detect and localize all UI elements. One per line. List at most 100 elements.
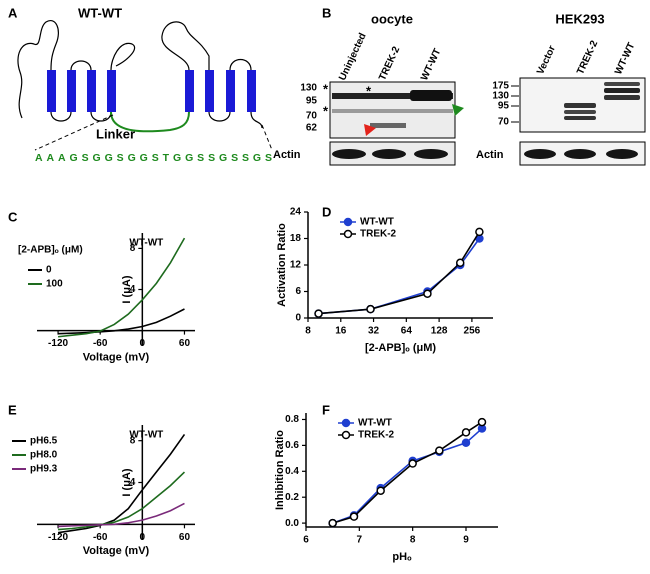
marker-label: 62 xyxy=(306,123,318,134)
legend-marker xyxy=(341,430,351,440)
band xyxy=(332,149,366,159)
x-tick-label: 8 xyxy=(305,326,311,337)
series-line xyxy=(58,502,185,528)
band xyxy=(414,149,448,159)
y-tick-label: 24 xyxy=(290,207,302,218)
marker-label: 95 xyxy=(306,96,318,107)
band xyxy=(332,93,453,99)
y-axis-label: Inhibition Ratio xyxy=(274,430,286,510)
panel-letter: D xyxy=(322,204,331,219)
legend-marker xyxy=(341,418,351,428)
lane-label: WT-WT xyxy=(613,41,637,76)
y-axis-label: I (μA) xyxy=(121,275,133,303)
data-point xyxy=(366,304,375,314)
legend-label: pH9.3 xyxy=(30,464,58,475)
x-tick-label: 0 xyxy=(140,532,146,543)
helix xyxy=(205,70,214,112)
asterisk: * xyxy=(323,103,329,118)
x-tick-label: 128 xyxy=(431,326,448,337)
x-tick-label: -60 xyxy=(93,338,108,349)
marker-label: 130 xyxy=(492,91,509,102)
panel-letter: F xyxy=(322,402,330,417)
data-point xyxy=(314,309,323,318)
x-tick-label: 8 xyxy=(410,535,416,546)
data-point xyxy=(475,227,484,237)
x-tick-label: 0 xyxy=(140,338,146,349)
x-axis-label: [2-APB]ₒ (μM) xyxy=(365,342,436,354)
series-line xyxy=(332,421,483,524)
legend-label: pH8.0 xyxy=(30,450,58,461)
y-tick-label: 0.2 xyxy=(285,492,299,503)
linker-sequence: AAAGSGGSGGSTGGSSGSSGS xyxy=(35,152,272,164)
y-axis-label: I (μA) xyxy=(121,468,133,496)
marker-label: 95 xyxy=(498,101,510,112)
blot-title: HEK293 xyxy=(555,11,604,26)
x-tick-label: 16 xyxy=(335,326,347,337)
series-line xyxy=(58,308,185,335)
x-tick-label: -120 xyxy=(48,338,68,349)
band xyxy=(524,149,556,159)
panel-letter: E xyxy=(8,402,17,417)
marker-label: 175 xyxy=(492,81,509,92)
lane-label: Vector xyxy=(535,44,558,76)
data-point xyxy=(455,258,465,268)
data-point xyxy=(435,446,444,455)
topology-right xyxy=(161,21,263,129)
marker-label: 130 xyxy=(300,83,317,94)
legend-label: 100 xyxy=(46,279,63,290)
lane-label: TREK-2 xyxy=(575,39,600,77)
band xyxy=(606,149,638,159)
helix xyxy=(87,70,96,112)
asterisk: * xyxy=(323,81,329,96)
legend-label: TREK-2 xyxy=(358,430,395,441)
x-tick-label: 7 xyxy=(357,535,363,546)
band xyxy=(332,109,453,113)
data-point xyxy=(461,438,471,448)
helices xyxy=(47,70,256,112)
helix xyxy=(107,70,116,112)
x-tick-label: 64 xyxy=(401,326,413,337)
linker-label: Linker xyxy=(96,126,135,141)
y-tick-label: 0.6 xyxy=(285,440,299,451)
topology-left xyxy=(17,20,136,122)
helix xyxy=(247,70,256,112)
band xyxy=(604,88,640,93)
y-tick-label: 8 xyxy=(130,435,136,446)
y-tick-label: 4 xyxy=(130,477,136,488)
dashed-guide xyxy=(34,114,273,151)
band xyxy=(372,149,406,159)
series-line xyxy=(318,231,481,315)
data-point xyxy=(376,486,385,495)
chart-title: WT-WT xyxy=(129,238,163,249)
data-point xyxy=(423,289,432,298)
panel-letter: A xyxy=(8,5,18,20)
series-line xyxy=(318,238,481,315)
x-axis-label: pHₒ xyxy=(392,551,412,563)
x-tick-label: 60 xyxy=(179,532,191,543)
y-tick-label: 12 xyxy=(290,260,302,271)
marker-tick xyxy=(511,85,519,123)
legend-label: WT-WT xyxy=(358,418,392,429)
y-tick-label: 0.4 xyxy=(285,466,299,477)
panel-letter: B xyxy=(322,5,331,20)
data-point xyxy=(328,518,337,528)
series-line xyxy=(58,471,186,531)
legend-label: WT-WT xyxy=(360,217,394,228)
asterisk: * xyxy=(366,83,372,98)
legend-label: TREK-2 xyxy=(360,229,397,240)
marker-label: 70 xyxy=(498,117,510,128)
band xyxy=(410,90,452,101)
helix xyxy=(226,70,235,112)
band xyxy=(564,116,596,120)
data-point xyxy=(349,512,359,521)
panel-letter: C xyxy=(8,209,18,224)
y-tick-label: 6 xyxy=(295,286,301,297)
blot-title: oocyte xyxy=(371,11,413,26)
x-axis-label: Voltage (mV) xyxy=(83,351,150,363)
y-axis-label: Activation Ratio xyxy=(276,223,288,307)
band xyxy=(370,123,406,128)
band xyxy=(604,95,640,100)
y-tick-label: 4 xyxy=(130,284,136,295)
y-tick-label: 0 xyxy=(295,313,301,324)
